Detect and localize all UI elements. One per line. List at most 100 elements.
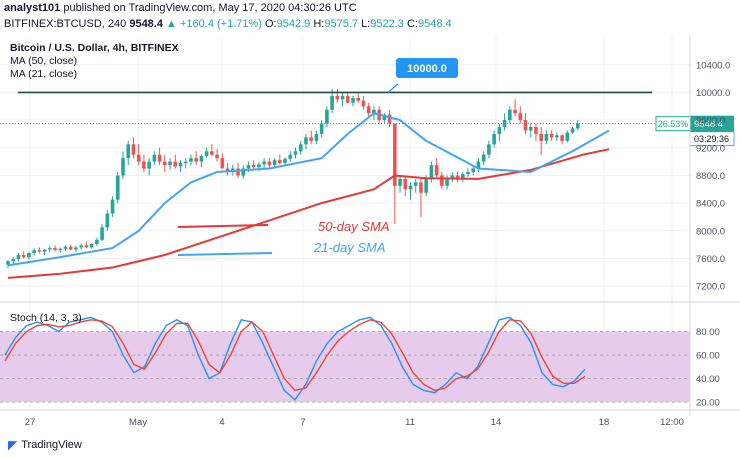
- candle-body: [298, 144, 303, 152]
- candle-body: [204, 151, 209, 157]
- candle-body: [272, 160, 277, 166]
- candle-body: [309, 137, 313, 141]
- low-value: 9522.3: [370, 18, 404, 30]
- candle-body: [163, 161, 167, 166]
- candle-body: [178, 163, 183, 167]
- ma50-legend[interactable]: MA (50, close): [10, 55, 78, 67]
- candle-body: [408, 185, 413, 190]
- resistance-callout-text: 10000.0: [407, 63, 447, 75]
- candle-body: [173, 161, 178, 167]
- time-tick-label: 14: [491, 417, 502, 428]
- ma50-annotation-line: [177, 224, 269, 228]
- candle-body: [236, 168, 240, 176]
- price-tick-label: 7600.0: [696, 254, 725, 265]
- price-tick-label: 10000.0: [696, 88, 730, 99]
- header-bar: analyst101 published on TradingView.com,…: [0, 0, 740, 36]
- candle-body: [345, 95, 350, 103]
- stoch-tick-label: 80.00: [696, 327, 720, 338]
- ma21-legend[interactable]: MA (21, close): [10, 68, 78, 80]
- brand-name: TradingView: [21, 439, 82, 451]
- price-tick-label: 9600.0: [696, 116, 725, 127]
- candle-body: [89, 243, 94, 248]
- author-name[interactable]: analyst101: [4, 2, 61, 14]
- high-label: H:: [313, 18, 325, 30]
- candle-body: [251, 165, 256, 168]
- candle-body: [110, 199, 115, 214]
- ma21-annotation-text: 21-day SMA: [313, 240, 386, 255]
- candle-body: [523, 120, 528, 131]
- candle-body: [84, 245, 89, 248]
- time-tick-label: 4: [219, 417, 224, 428]
- tradingview-logo-icon: ◤: [8, 438, 18, 452]
- time-tick-label: May: [129, 417, 147, 428]
- candle-body: [330, 95, 334, 110]
- candle-body: [487, 144, 491, 155]
- candle-body: [95, 239, 99, 244]
- time-tick-label: 12:00: [660, 417, 684, 428]
- candle-body: [194, 158, 198, 162]
- candle-body: [372, 109, 376, 114]
- candle-body: [450, 175, 455, 179]
- candle-body: [16, 255, 21, 260]
- candle-body: [419, 182, 423, 193]
- candle-body: [481, 154, 486, 162]
- candle-body: [79, 245, 83, 248]
- candle-body: [225, 168, 230, 172]
- panel-title: Bitcoin / U.S. Dollar, 4h, BITFINEX: [10, 42, 179, 54]
- candle-body: [257, 164, 261, 168]
- callout-pointer: [387, 83, 399, 93]
- candle-body: [387, 114, 392, 124]
- stoch-tick-label: 60.00: [696, 351, 720, 362]
- candle-body: [403, 178, 408, 190]
- candle-body: [58, 248, 63, 251]
- candle-body: [293, 151, 298, 155]
- candle-body: [63, 246, 68, 249]
- candle-body: [100, 227, 104, 240]
- candle-body: [445, 178, 449, 186]
- candle-body: [382, 114, 387, 121]
- candle-body: [440, 175, 444, 186]
- stoch-title[interactable]: Stoch (14, 3, 3): [10, 312, 82, 324]
- candle-body: [544, 133, 549, 141]
- price-change: ▲ +160.4 (+1.71%): [166, 18, 262, 30]
- stoch-k-line: [4, 316, 586, 401]
- candle-body: [68, 246, 73, 250]
- candle-body: [351, 97, 355, 103]
- footer-brand[interactable]: ◤ TradingView: [8, 438, 82, 452]
- candle-body: [518, 113, 523, 121]
- candle-body: [565, 132, 570, 141]
- candle-body: [262, 161, 266, 165]
- candle-body: [534, 127, 538, 134]
- candle-body: [319, 123, 324, 134]
- candle-body: [152, 154, 157, 162]
- candle-body: [42, 249, 47, 252]
- candle-body: [37, 250, 42, 252]
- candle-body: [393, 123, 397, 186]
- candle-body: [555, 135, 559, 138]
- candle-body: [168, 161, 172, 166]
- candle-body: [424, 178, 428, 193]
- time-tick-label: 11: [405, 417, 415, 428]
- candle-body: [11, 259, 16, 262]
- candle-body: [325, 109, 329, 124]
- candle-body: [528, 127, 533, 131]
- candle-body: [157, 154, 162, 162]
- candle-body: [460, 174, 465, 179]
- time-tick-label: 18: [599, 417, 610, 428]
- stoch-overbought-oversold-band: [0, 331, 690, 403]
- candle-body: [429, 165, 434, 179]
- candle-body: [27, 252, 31, 258]
- publish-info: published on TradingView.com, May 17, 20…: [63, 2, 357, 14]
- chart-canvas[interactable]: 10000.0 26.53% 9548.4 03:29:36 50-day SMA 21-…: [0, 36, 740, 456]
- candle-body: [549, 133, 554, 138]
- ma21-annotation-line: [177, 252, 273, 256]
- last-price-label: 9548.4: [694, 119, 723, 130]
- last-price-badge: [690, 115, 734, 132]
- candle-body: [288, 154, 293, 159]
- overlay: 10000.0 26.53% 9548.4 03:29:36 50-day SMA 21-…: [0, 58, 735, 256]
- stoch-tick-label: 20.00: [696, 398, 720, 409]
- close-value: 9548.4: [417, 18, 452, 30]
- moving-averages: [7, 112, 610, 279]
- candle-body: [215, 154, 219, 159]
- candle-body: [398, 178, 402, 186]
